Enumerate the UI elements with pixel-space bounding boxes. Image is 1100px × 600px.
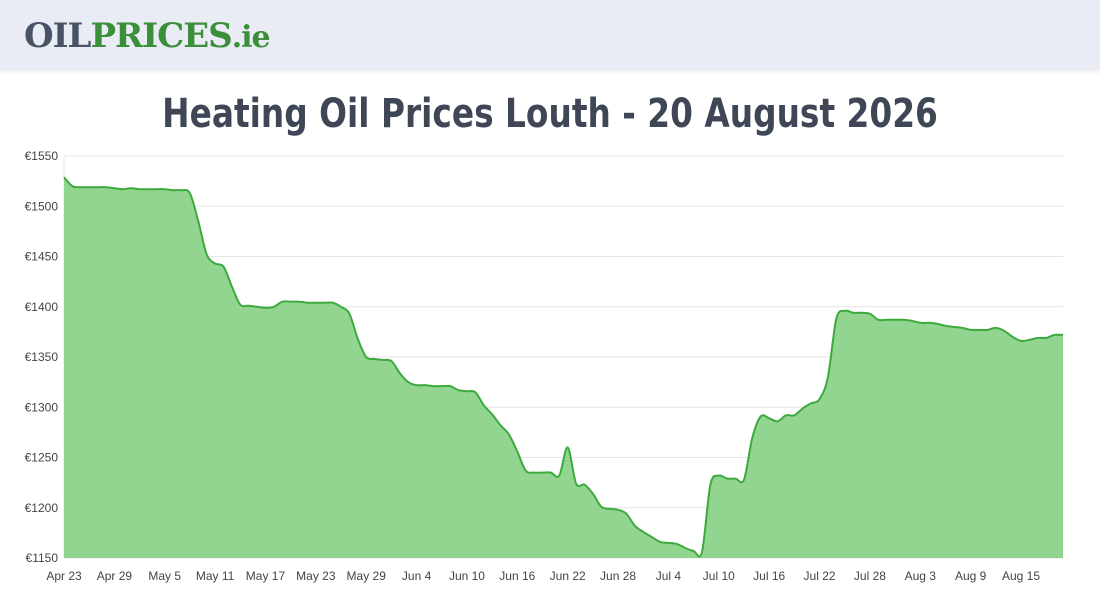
x-tick-label: Jul 16 [753,569,785,583]
y-tick-label: €1400 [25,300,59,314]
y-tick-label: €1250 [25,451,59,465]
price-area-fill [64,177,1063,558]
price-chart: €1150 €1200 €1250 €1300 €1350 €1400 €1450 €1500… [25,149,1064,583]
y-axis-ticks: €1150 €1200 €1250 €1300 €1350 €1400 €1450 €1500… [25,149,59,565]
x-tick-label: Apr 23 [46,569,82,583]
x-tick-label: May 23 [296,569,336,583]
x-tick-label: Aug 9 [955,569,987,583]
logo-prices-text: PRICES [90,16,232,56]
y-tick-label: €1200 [25,501,59,515]
site-header: OILPRICES.ie [0,0,1100,70]
logo-oil-text: OIL [24,16,91,56]
x-tick-label: Jun 28 [600,569,636,583]
y-tick-label: €1550 [25,149,59,163]
x-tick-label: Jul 22 [804,569,836,583]
x-tick-label: Jun 10 [449,569,485,583]
y-tick-label: €1150 [26,551,59,565]
x-tick-label: May 5 [148,569,181,583]
site-logo[interactable]: OILPRICES.ie [24,16,271,58]
x-tick-label: May 17 [246,569,286,583]
x-tick-label: May 11 [196,569,235,583]
x-tick-label: Jul 4 [656,569,682,583]
page-title: Heating Oil Prices Louth - 20 August 202… [162,91,938,137]
price-line [63,176,1064,558]
x-tick-label: Apr 29 [97,569,133,583]
x-tick-label: Aug 15 [1002,569,1040,583]
y-tick-label: €1450 [25,250,59,264]
x-tick-label: Jun 4 [402,569,432,583]
x-tick-label: Jul 28 [854,569,886,583]
y-tick-label: €1300 [25,400,59,414]
y-tick-label: €1500 [25,199,59,213]
x-axis-ticks: Apr 23 Apr 29 May 5 May 11 May 17 May 23 May 2… [46,569,1040,583]
logo-ie-text: .ie [231,20,271,55]
y-tick-label: €1350 [25,350,59,364]
x-tick-label: Aug 3 [905,569,937,583]
x-tick-label: Jun 16 [499,569,535,583]
x-tick-label: Jun 22 [550,569,586,583]
x-tick-label: Jul 10 [703,569,735,583]
x-tick-label: May 29 [347,569,387,583]
